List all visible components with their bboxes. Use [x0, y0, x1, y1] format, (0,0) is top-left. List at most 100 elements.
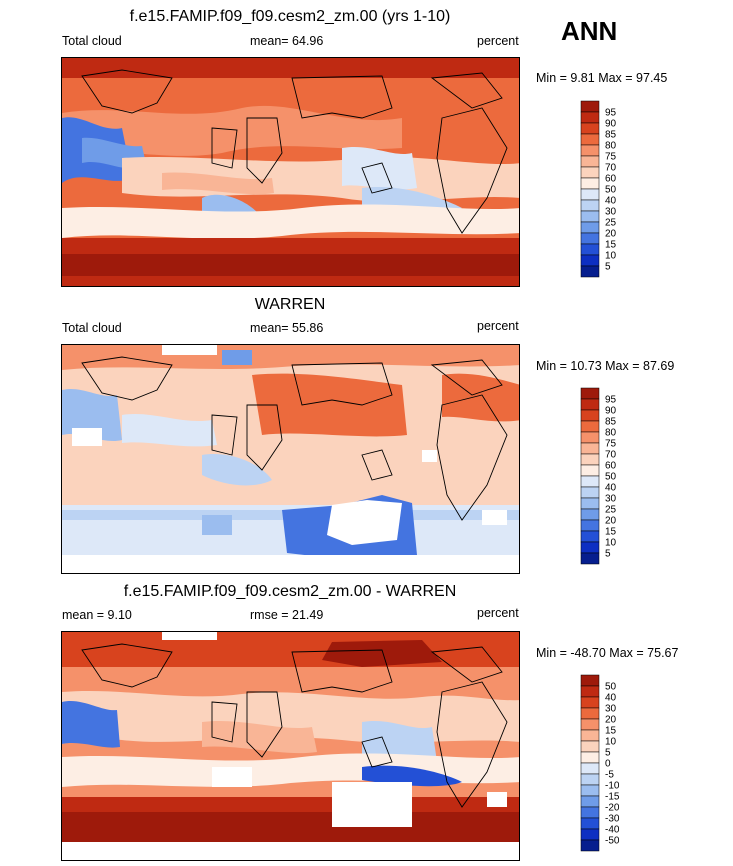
colorbar-swatch [580, 243, 600, 256]
panel1-map-svg [62, 58, 519, 286]
colorbar-label: 60 [605, 461, 617, 472]
colorbar-label: 50 [605, 185, 617, 196]
colorbar-swatch [580, 133, 600, 146]
colorbar-swatch [580, 453, 600, 466]
colorbar-label: 60 [605, 174, 617, 185]
colorbar-label: 20 [605, 715, 617, 726]
colorbar-label: 50 [605, 472, 617, 483]
colorbar-label: 70 [605, 450, 617, 461]
colorbar-label: 90 [605, 119, 617, 130]
colorbar-swatch [580, 696, 600, 709]
colorbar-swatch [580, 398, 600, 411]
panel2-map-svg [62, 345, 519, 573]
colorbar-swatch [580, 729, 600, 742]
panel1-title: f.e15.FAMIP.f09_f09.cesm2_zm.00 (yrs 1-1… [129, 8, 451, 25]
panel1-variable-label: Total cloud [62, 34, 122, 48]
colorbar-swatch [580, 155, 600, 168]
colorbar-swatch [580, 839, 600, 852]
colorbar-swatch [580, 431, 600, 444]
colorbar-swatch [580, 100, 600, 113]
colorbar-label: 40 [605, 693, 617, 704]
colorbar-label: 30 [605, 207, 617, 218]
panel2-variable-label: Total cloud [62, 321, 122, 335]
colorbar-swatch [580, 210, 600, 223]
panel2-units-label: percent [477, 319, 519, 333]
colorbar-label: 75 [605, 439, 617, 450]
colorbar-label: -15 [605, 792, 620, 803]
colorbar-label: 30 [605, 704, 617, 715]
colorbar-swatch [580, 420, 600, 433]
colorbar-label: 0 [605, 759, 611, 770]
colorbar-swatch [580, 773, 600, 786]
colorbar-swatch [580, 795, 600, 808]
colorbar-label: 10 [605, 251, 617, 262]
colorbar-label: 40 [605, 483, 617, 494]
colorbar-label: 40 [605, 196, 617, 207]
panel3-mean-label: mean = 9.10 [62, 608, 132, 622]
colorbar-swatch [580, 784, 600, 797]
colorbar-label: 95 [605, 395, 617, 406]
colorbar-label: -30 [605, 814, 620, 825]
colorbar-swatch [580, 718, 600, 731]
panel3-minmax: Min = -48.70 Max = 75.67 [536, 646, 679, 660]
colorbar-swatch [580, 751, 600, 764]
panel2-mean-label: mean= 55.86 [250, 321, 324, 335]
colorbar-swatch [580, 177, 600, 190]
colorbar-label: 15 [605, 240, 617, 251]
colorbar-swatch [580, 519, 600, 532]
colorbar-label: 20 [605, 229, 617, 240]
colorbar-label: 90 [605, 406, 617, 417]
colorbar-label: 70 [605, 163, 617, 174]
panel3-colorbar: 50 40 30 20 15 10 5 0 -5 -10 -15 -20 -30 -40 -50 [580, 674, 641, 861]
colorbar-label: 5 [605, 549, 611, 560]
colorbar-label: 5 [605, 748, 611, 759]
colorbar-swatch [580, 486, 600, 499]
colorbar-label: 85 [605, 417, 617, 428]
panel1-colorbar: 95 90 85 80 75 70 60 50 40 30 25 20 15 10 5 [580, 100, 641, 287]
colorbar-swatch [580, 817, 600, 830]
colorbar-swatch [580, 188, 600, 201]
colorbar-swatch [580, 387, 600, 400]
colorbar-swatch [580, 166, 600, 179]
colorbar-label: 80 [605, 141, 617, 152]
panel1-mean-label: mean= 64.96 [250, 34, 324, 48]
colorbar-swatch [580, 122, 600, 135]
colorbar-swatch [580, 144, 600, 157]
colorbar-label: 85 [605, 130, 617, 141]
colorbar-label: 75 [605, 152, 617, 163]
colorbar-label: 15 [605, 726, 617, 737]
colorbar-swatch [580, 740, 600, 753]
colorbar-label: -10 [605, 781, 620, 792]
panel2-colorbar: 95 90 85 80 75 70 60 50 40 30 25 20 15 10 5 [580, 387, 641, 574]
panel1-map [61, 57, 520, 287]
colorbar-swatch [580, 497, 600, 510]
season-label: ANN [561, 16, 618, 46]
colorbar-swatch [580, 464, 600, 477]
panel2-minmax: Min = 10.73 Max = 87.69 [536, 359, 675, 373]
colorbar-swatch [580, 674, 600, 687]
colorbar-label: -5 [605, 770, 614, 781]
colorbar-swatch [580, 552, 600, 565]
colorbar-label: 10 [605, 538, 617, 549]
panel3-map [61, 631, 520, 861]
colorbar-label: 10 [605, 737, 617, 748]
panel2-map [61, 344, 520, 574]
colorbar-swatch [580, 707, 600, 720]
colorbar-swatch [580, 221, 600, 234]
colorbar-swatch [580, 508, 600, 521]
colorbar-label: 25 [605, 218, 617, 229]
panel3-title: f.e15.FAMIP.f09_f09.cesm2_zm.00 - WARREN [123, 583, 457, 600]
colorbar-swatch [580, 828, 600, 841]
colorbar-label: 30 [605, 494, 617, 505]
colorbar-label: -40 [605, 825, 620, 836]
colorbar-label: 15 [605, 527, 617, 538]
colorbar-swatch [580, 806, 600, 819]
colorbar-swatch [580, 475, 600, 488]
colorbar-label: 25 [605, 505, 617, 516]
colorbar-swatch [580, 199, 600, 212]
panel1-units-label: percent [477, 34, 519, 48]
colorbar-label: 50 [605, 682, 617, 693]
colorbar-swatch [580, 265, 600, 278]
